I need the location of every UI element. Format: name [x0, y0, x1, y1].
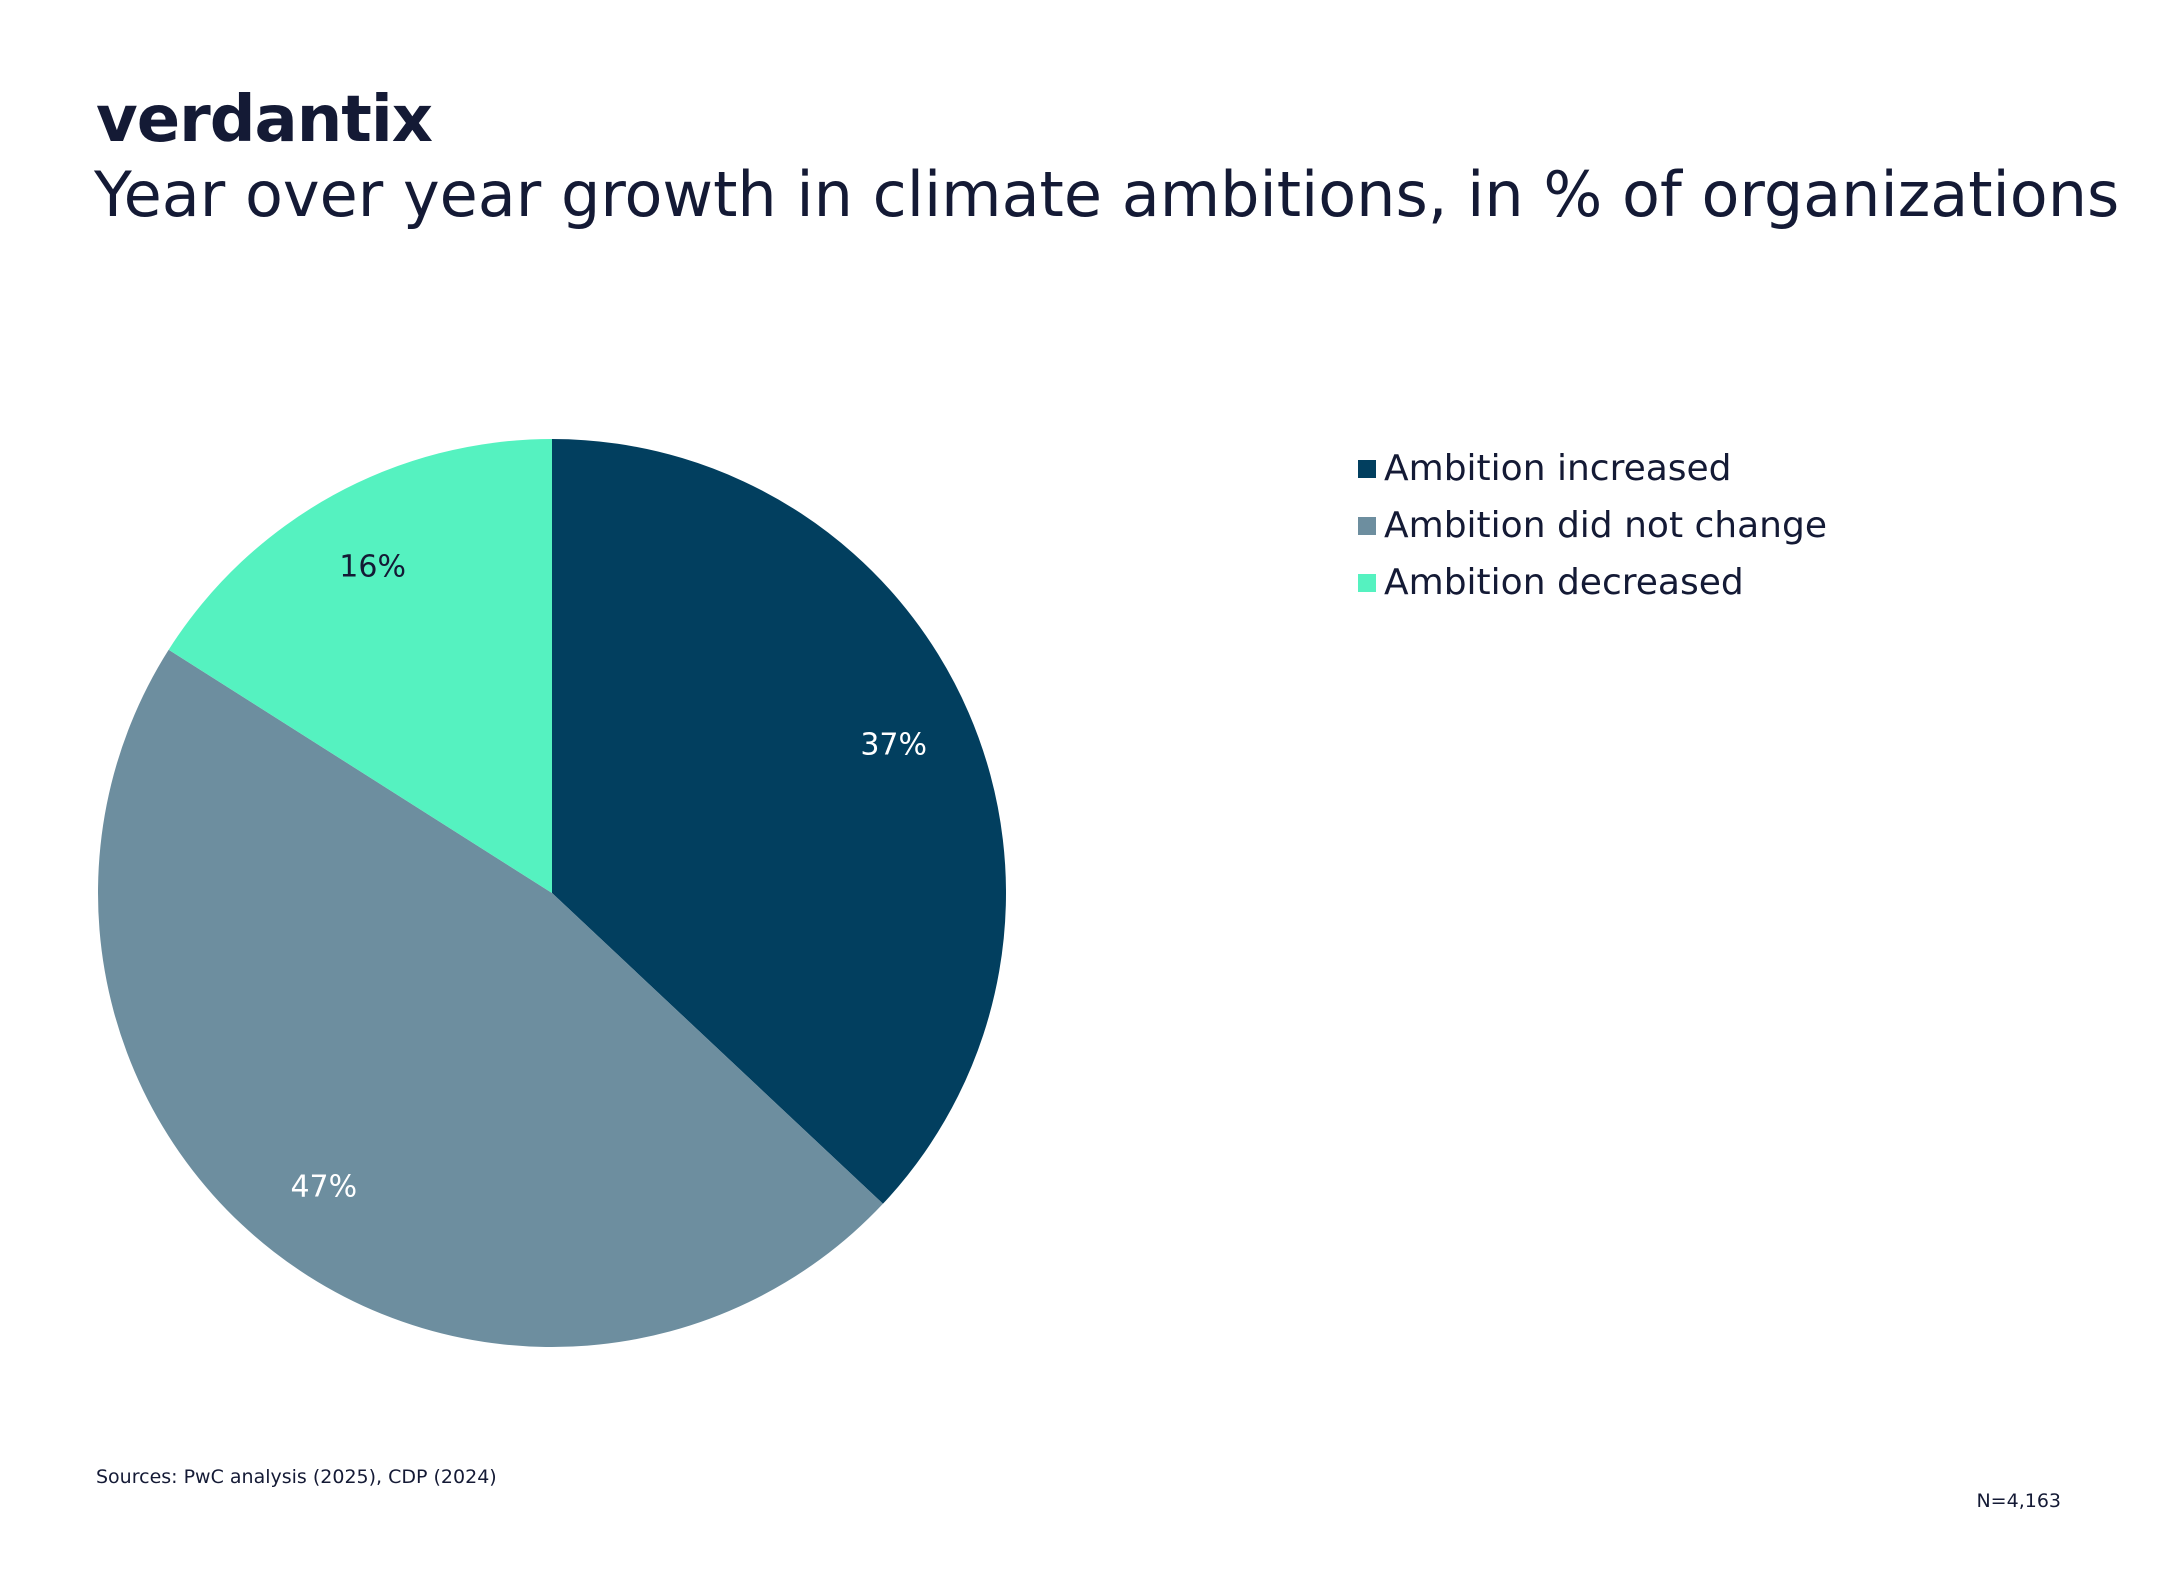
legend-swatch: [1358, 459, 1376, 478]
verdantix-logo: verdantix: [96, 83, 433, 157]
pie-slice-ambition-did-not-change: [98, 649, 883, 1347]
pie-data-label: 37%: [860, 728, 927, 763]
legend-label: Ambition decreased: [1384, 562, 1744, 603]
pie-labels: 37% 47% 16%: [290, 549, 927, 1204]
legend-item-ambition-decreased: Ambition decreased: [1358, 554, 1827, 611]
legend-item-ambition-increased: Ambition increased: [1358, 440, 1827, 497]
pie-slices: [98, 439, 1006, 1347]
sources-note: Sources: PwC analysis (2025), CDP (2024): [96, 1466, 497, 1488]
legend-label: Ambition increased: [1384, 448, 1732, 489]
legend-swatch: [1358, 573, 1376, 592]
pie-data-label: 47%: [290, 1170, 357, 1205]
pie-slice-ambition-decreased: [168, 439, 553, 893]
chart-title: Year over year growth in climate ambitio…: [94, 158, 2120, 231]
legend-swatch: [1358, 516, 1376, 535]
chart-legend: Ambition increased Ambition did not chan…: [1358, 440, 1827, 611]
pie-data-label: 16%: [339, 549, 406, 584]
sample-size: N=4,163: [1976, 1490, 2061, 1512]
pie-slice-ambition-increased: [552, 439, 1006, 1204]
legend-label: Ambition did not change: [1384, 505, 1827, 546]
legend-item-ambition-did-not-change: Ambition did not change: [1358, 497, 1827, 554]
